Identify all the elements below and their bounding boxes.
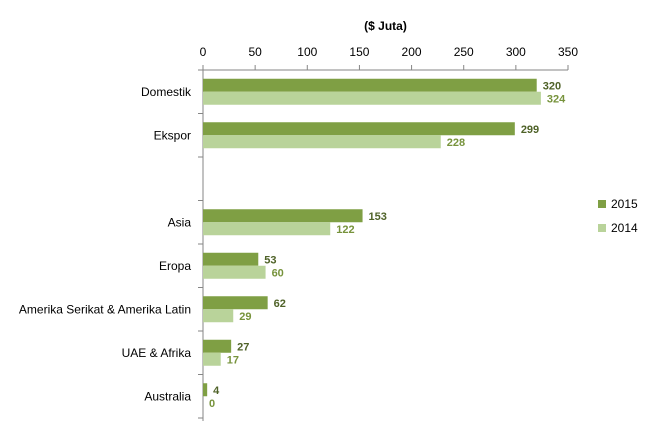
legend: 2015 2014 — [598, 197, 638, 235]
data-label-2014: 60 — [272, 267, 284, 279]
bar-2015 — [203, 209, 363, 223]
bar-2015 — [203, 78, 537, 92]
bars — [203, 78, 541, 397]
data-label-2014: 228 — [447, 137, 465, 149]
x-tick-label: 250 — [454, 45, 474, 59]
category-label: Asia — [168, 215, 192, 229]
bar-2015 — [203, 296, 268, 310]
bar-2015 — [203, 122, 515, 136]
x-tick-label: 150 — [349, 45, 369, 59]
legend-swatch-2014 — [598, 224, 606, 232]
bar-2014 — [203, 222, 331, 236]
data-label-2015: 27 — [237, 341, 249, 353]
x-tick-label: 200 — [402, 45, 422, 59]
bar-2015 — [203, 252, 259, 266]
data-label-2015: 320 — [543, 80, 561, 92]
bar-2014 — [203, 135, 441, 149]
data-label-2015: 53 — [264, 254, 276, 266]
data-label-2015: 153 — [369, 211, 387, 223]
category-label: Domestik — [141, 85, 192, 99]
category-label: Ekspor — [154, 128, 191, 142]
category-label: Australia — [144, 389, 191, 403]
bar-2014 — [203, 91, 541, 105]
bar-2015 — [203, 339, 232, 353]
bar-2014 — [203, 265, 266, 279]
legend-label-2015: 2015 — [611, 197, 638, 211]
data-label-2015: 62 — [274, 298, 286, 310]
x-tick-label: 0 — [200, 45, 207, 59]
x-tick-label: 100 — [297, 45, 317, 59]
data-label-2015: 4 — [213, 385, 220, 397]
category-label: Eropa — [159, 259, 191, 273]
axis-title: ($ Juta) — [364, 19, 407, 33]
category-label: Amerika Serikat & Amerika Latin — [19, 302, 191, 316]
data-label-2014: 324 — [547, 93, 566, 105]
x-axis: 0 50 100 150 200 250 300 350 — [200, 45, 578, 71]
bar-2015 — [203, 383, 208, 397]
data-label-2014: 29 — [239, 311, 251, 323]
data-label-2014: 122 — [336, 224, 354, 236]
x-tick-label: 50 — [248, 45, 262, 59]
y-axis: Domestik Ekspor Asia Eropa Amerika Serikat &… — [19, 69, 204, 421]
data-label-2015: 299 — [521, 124, 539, 136]
legend-label-2014: 2014 — [611, 221, 638, 235]
legend-swatch-2015 — [598, 200, 606, 208]
data-label-2014: 17 — [227, 354, 239, 366]
bar-2014 — [203, 352, 221, 366]
data-label-2014: 0 — [209, 398, 215, 410]
bar-2014 — [203, 309, 234, 323]
category-label: UAE & Afrika — [122, 346, 192, 360]
x-tick-label: 350 — [558, 45, 578, 59]
x-tick-label: 300 — [506, 45, 526, 59]
